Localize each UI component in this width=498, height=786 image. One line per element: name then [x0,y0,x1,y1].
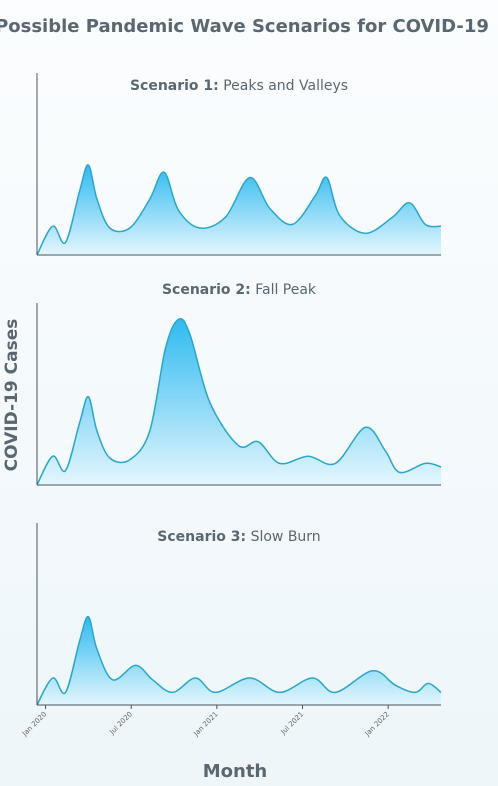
panel-name: Fall Peak [255,282,317,298]
panel-name: Peaks and Valleys [223,78,348,94]
panel-name: Slow Burn [251,529,321,545]
panel-title: Scenario 1: Peaks and Valleys [130,78,348,94]
panel-title: Scenario 2: Fall Peak [162,282,317,298]
y-axis-label: COVID-19 Cases [2,319,22,472]
panel-title: Scenario 3: Slow Burn [157,529,320,545]
chart-title: Possible Pandemic Wave Scenarios for COV… [0,16,489,37]
panel-label: Scenario 1: [130,78,219,94]
area-fill [37,318,441,485]
x-axis-label: Month [203,761,268,782]
area-line [36,317,442,486]
panel-label: Scenario 2: [162,282,251,298]
area-fill [37,164,441,255]
panel-label: Scenario 3: [157,529,246,545]
area-line [36,164,442,256]
area-line [36,616,442,706]
area-fill [37,616,441,705]
